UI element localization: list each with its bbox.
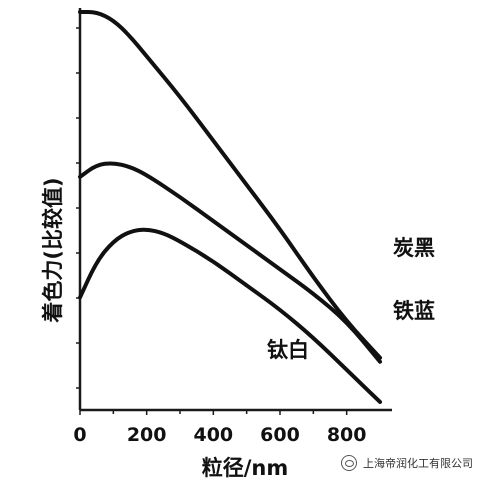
watermark: 上海帝润化工有限公司 [341, 455, 473, 471]
x-tick-label: 0 [73, 424, 86, 446]
y-axis-title: 着色力(比较值) [41, 177, 65, 323]
x-axis-title: 粒径/nm [202, 456, 289, 480]
x-tick-label: 400 [193, 424, 233, 446]
x-tick-label: 600 [260, 424, 300, 446]
series-label-1: 炭黑 [393, 236, 435, 260]
series-label-2: 铁蓝 [393, 299, 435, 323]
series-label-3: 钛白 [267, 338, 309, 362]
x-tick-label: 800 [327, 424, 367, 446]
series-line-1 [78, 10, 382, 360]
x-tick-label: 200 [127, 424, 167, 446]
series-line-2 [78, 161, 382, 364]
axes: 0 200 400 600 800 粒径/nm 着色力(比较值) [41, 8, 392, 480]
series-layer [78, 10, 382, 404]
wechat-icon [341, 455, 357, 471]
watermark-text: 上海帝润化工有限公司 [363, 457, 473, 470]
series-line-3 [78, 227, 382, 404]
